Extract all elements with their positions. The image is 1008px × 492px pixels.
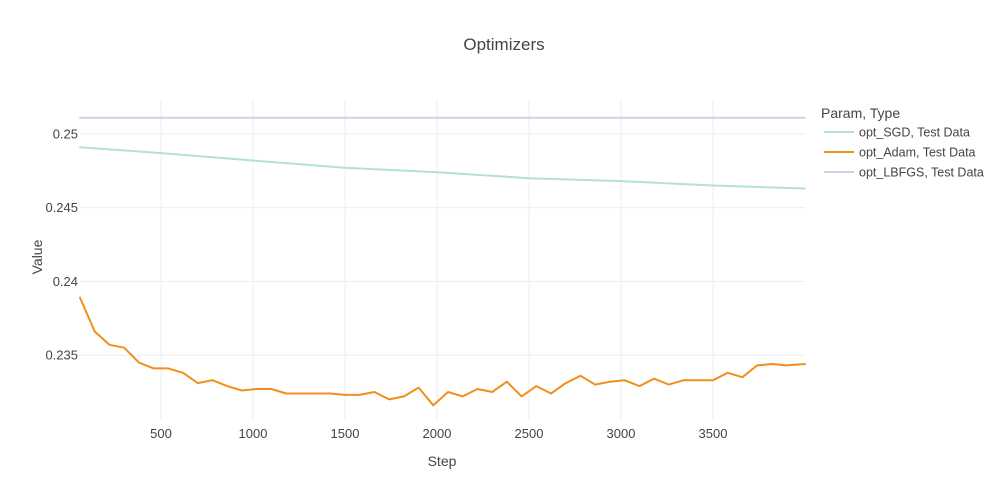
x-axis-title: Step — [428, 453, 457, 469]
x-tick-label: 3000 — [607, 426, 636, 441]
y-tick-label: 0.245 — [45, 200, 78, 215]
legend-item[interactable]: opt_SGD, Test Data — [824, 126, 970, 140]
legend-label: opt_LBFGS, Test Data — [859, 166, 984, 180]
x-tick-label: 1000 — [239, 426, 268, 441]
legend[interactable]: Param, Type opt_SGD, Test Data opt_Adam, … — [821, 105, 984, 180]
x-tick-label: 3500 — [699, 426, 728, 441]
legend-item[interactable]: opt_Adam, Test Data — [824, 146, 976, 160]
x-tick-label: 2500 — [515, 426, 544, 441]
y-axis-ticks: 0.235 0.24 0.245 0.25 — [45, 126, 78, 362]
x-tick-label: 2000 — [423, 426, 452, 441]
x-tick-label: 1500 — [331, 426, 360, 441]
series-line-2[interactable] — [79, 296, 806, 407]
legend-label: opt_SGD, Test Data — [859, 126, 970, 140]
x-tick-label: 500 — [150, 426, 172, 441]
series-line-1[interactable] — [79, 146, 806, 190]
x-axis-ticks: 500 1000 1500 2000 2500 3000 3500 — [150, 426, 727, 441]
y-tick-label: 0.235 — [45, 348, 78, 363]
legend-label: opt_Adam, Test Data — [859, 146, 976, 160]
grid — [80, 100, 805, 420]
plot-area — [79, 116, 806, 407]
chart-title: Optimizers — [463, 35, 544, 54]
y-tick-label: 0.24 — [53, 274, 78, 289]
legend-item[interactable]: opt_LBFGS, Test Data — [824, 166, 984, 180]
y-tick-label: 0.25 — [53, 126, 78, 141]
legend-title: Param, Type — [821, 105, 900, 121]
y-axis-title: Value — [29, 239, 45, 274]
